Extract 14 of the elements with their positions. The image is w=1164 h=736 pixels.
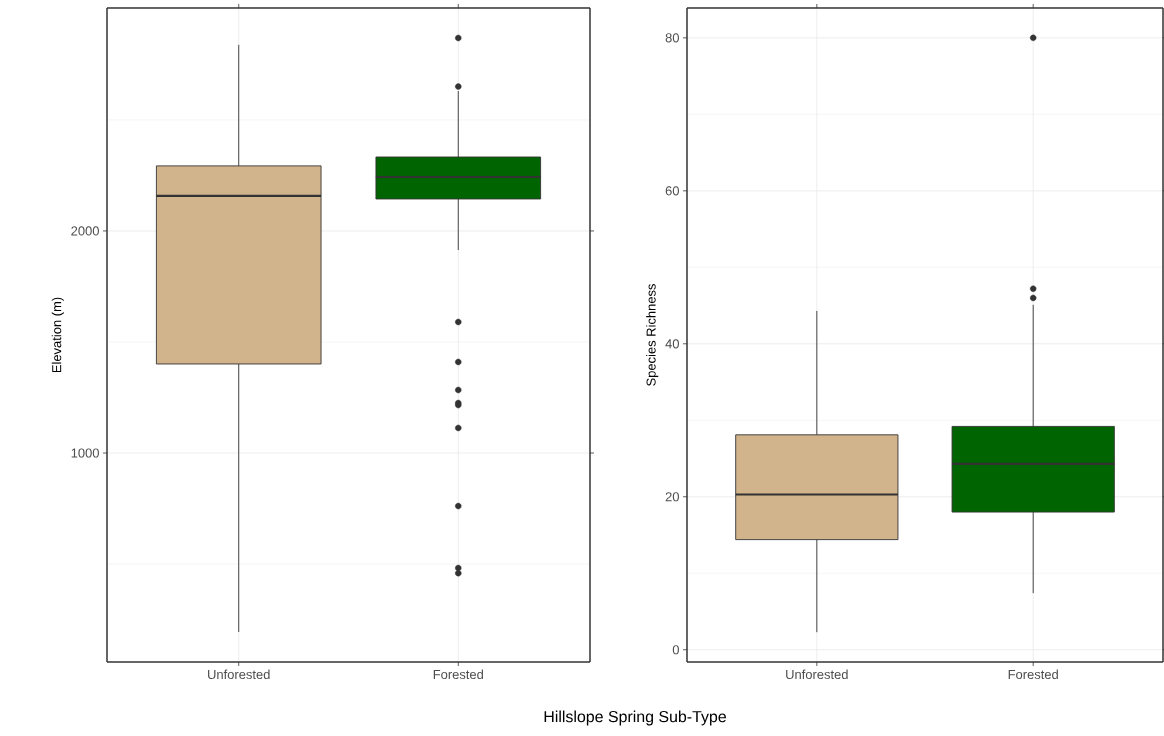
y-tick-label: 80 [665, 33, 679, 43]
y-tick-label: 60 [665, 186, 679, 196]
y-axis-title: Species Richness [646, 284, 659, 386]
y-tick-label: 1000 [71, 448, 99, 458]
x-tick-label: Unforested [786, 669, 848, 680]
y-tick-label: 2000 [71, 226, 99, 236]
x-tick-label: Forested [433, 669, 483, 680]
y-tick-label: 0 [672, 645, 679, 655]
x-axis-title: Hillslope Spring Sub-Type [544, 710, 726, 726]
y-axis-title: Elevation (m) [51, 297, 64, 373]
y-tick-label: 40 [665, 339, 679, 349]
y-tick-label: 20 [665, 492, 679, 502]
x-tick-label: Unforested [208, 669, 270, 680]
x-tick-label: Forested [1008, 669, 1058, 680]
